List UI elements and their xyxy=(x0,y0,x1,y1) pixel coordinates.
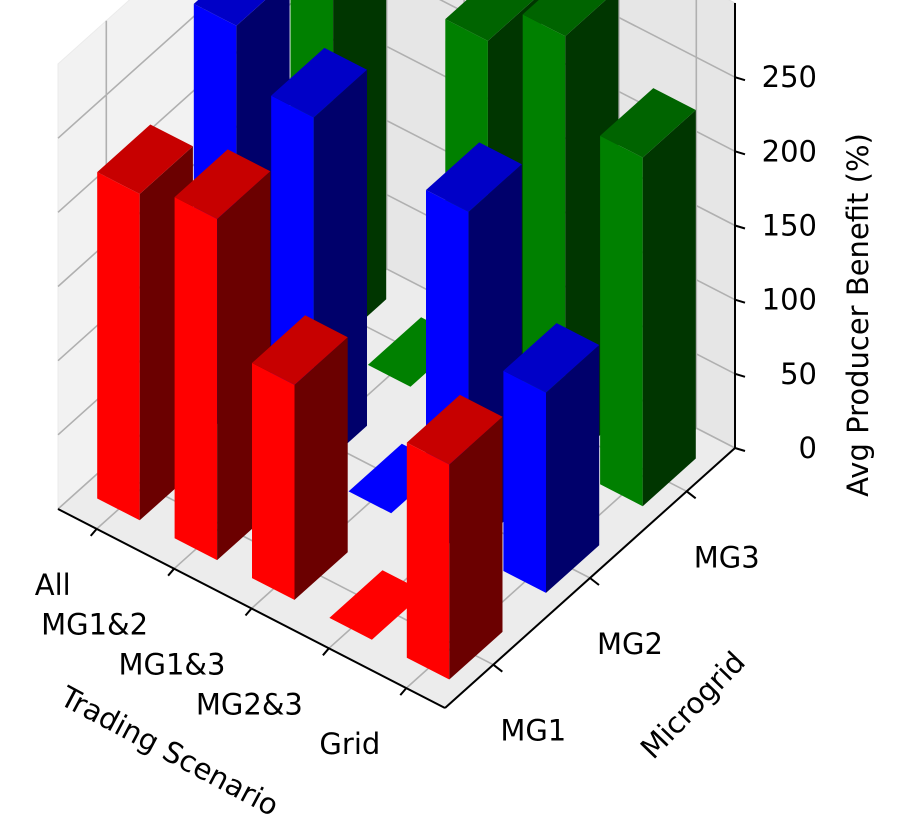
x-tick-mark xyxy=(322,647,330,656)
z-tick-label: 200 xyxy=(762,134,817,168)
z-tick-mark xyxy=(734,298,746,304)
z-tick-mark xyxy=(734,447,746,452)
z-tick-mark xyxy=(734,224,746,230)
z-tick-label: 150 xyxy=(762,209,817,243)
x-tick-label: MG2&3 xyxy=(196,687,303,721)
z-tick-label: 50 xyxy=(780,357,817,391)
bar-mg1-grid xyxy=(406,394,503,680)
axes: All MG1&2 MG1&3 MG2&3 Grid MG1 MG2 MG3 0 50 100 150… xyxy=(35,3,817,761)
y-tick-label: MG3 xyxy=(694,540,760,574)
z-axis-label: Avg Producer Benefit (%) xyxy=(841,133,875,497)
x-tick-label: All xyxy=(35,568,71,602)
y-tick-label: MG2 xyxy=(597,627,663,661)
x-tick-mark xyxy=(89,528,98,537)
y-tick-label: MG1 xyxy=(500,714,566,748)
x-tick-label: MG1&3 xyxy=(118,648,225,682)
y-tick-mark xyxy=(589,577,600,586)
y-tick-mark xyxy=(492,663,503,673)
z-tick-label: 100 xyxy=(762,283,817,317)
z-tick-mark xyxy=(734,150,746,156)
x-tick-mark xyxy=(244,607,253,617)
z-tick-label: 0 xyxy=(799,431,817,465)
x-tick-mark xyxy=(399,687,408,696)
bar-mg1-mg23 xyxy=(329,570,426,640)
bar-mg2-grid xyxy=(503,323,600,593)
x-tick-mark xyxy=(167,568,175,577)
bar-mg1-mg12 xyxy=(174,149,271,561)
z-tick-mark xyxy=(734,372,746,378)
x-tick-label: MG1&2 xyxy=(41,608,148,642)
x-tick-label: Grid xyxy=(319,727,380,761)
bar-mg1-mg13 xyxy=(252,315,348,600)
y-axis-label: Microgrid xyxy=(634,645,752,766)
z-tick-mark xyxy=(734,76,746,82)
y-tick-mark xyxy=(686,490,697,500)
bars xyxy=(97,0,696,680)
bar-mg3-grid xyxy=(600,88,696,507)
z-tick-label: 250 xyxy=(762,60,817,94)
